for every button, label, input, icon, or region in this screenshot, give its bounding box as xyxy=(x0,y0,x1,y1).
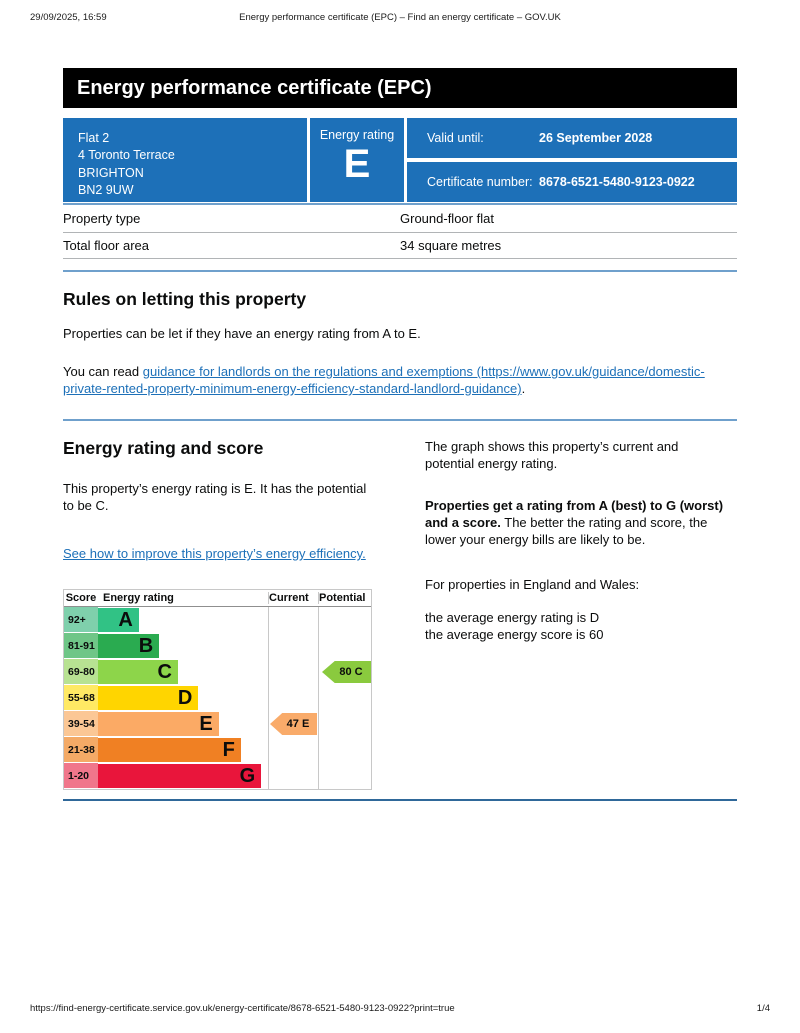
england-wales-paragraph: For properties in England and Wales: xyxy=(425,577,640,592)
address-line-3: BRIGHTON xyxy=(78,165,144,180)
page-title: Energy performance certificate (EPC) xyxy=(77,76,432,99)
score-range-g: 1-20 xyxy=(64,763,98,789)
guidance-suffix: . xyxy=(521,381,526,396)
rules-heading: Rules on letting this property xyxy=(63,289,307,309)
property-type-value: Ground-floor flat xyxy=(400,211,494,226)
certificate-number-label: Certificate number: xyxy=(427,175,533,189)
floor-area-value: 34 square metres xyxy=(400,238,502,253)
current-column-header: Current xyxy=(268,592,318,604)
band-row-e: 39-54 E 47 E xyxy=(64,711,371,737)
band-bar-c: C xyxy=(98,660,178,684)
score-range-c: 69-80 xyxy=(64,659,98,685)
score-range-a: 92+ xyxy=(64,607,98,633)
energy-rating-badge: Energy rating E xyxy=(310,118,404,202)
rating-explainer-rest: The better the rating and score, the low… xyxy=(425,515,708,547)
band-bar-f: F xyxy=(98,738,241,762)
band-row-g: 1-20 G xyxy=(64,763,371,789)
score-range-d: 55-68 xyxy=(64,685,98,711)
address-line-2: 4 Toronto Terrace xyxy=(78,148,175,163)
energy-rating-label: Energy rating xyxy=(319,128,395,142)
print-datetime: 29/09/2025, 16:59 xyxy=(30,12,107,23)
rating-column-header: Energy rating xyxy=(103,592,174,604)
rating-left-column: Energy rating and score This property’s … xyxy=(63,438,395,790)
property-address: Flat 2 4 Toronto Terrace BRIGHTON BN2 9U… xyxy=(63,118,307,202)
property-type-label: Property type xyxy=(63,211,141,226)
certificate-content: Energy performance certificate (EPC) Fla… xyxy=(63,68,737,801)
browser-print-footer: https://find-energy-certificate.service.… xyxy=(30,1003,770,1014)
improve-paragraph: See how to improve this property’s energ… xyxy=(63,545,373,562)
valid-until-value: 26 September 2028 xyxy=(539,131,653,145)
chart-header-row: Score Energy rating Current Potential xyxy=(64,590,371,607)
energy-rating-chart: Score Energy rating Current Potential 92… xyxy=(63,589,372,790)
section-divider xyxy=(63,270,737,272)
browser-print-header: 29/09/2025, 16:59 Energy performance cer… xyxy=(0,12,800,23)
band-row-b: 81-91 B xyxy=(64,633,371,659)
property-details-table: Property type Ground-floor flat Total fl… xyxy=(63,203,737,259)
print-page-title: Energy performance certificate (EPC) – F… xyxy=(239,12,561,23)
floor-area-label: Total floor area xyxy=(63,238,149,253)
rating-explainer-paragraph: Properties get a rating from A (best) to… xyxy=(425,497,737,548)
score-range-f: 21-38 xyxy=(64,737,98,763)
address-line-1: Flat 2 xyxy=(78,131,110,145)
band-bar-b: B xyxy=(98,634,160,658)
band-bar-g: G xyxy=(98,764,262,788)
score-column-header: Score xyxy=(65,592,97,604)
improve-efficiency-link[interactable]: See how to improve this property’s energ… xyxy=(63,546,366,561)
rating-heading: Energy rating and score xyxy=(63,438,264,458)
guidance-paragraph: You can read guidance for landlords on t… xyxy=(63,363,737,397)
valid-until-box: Valid until: 26 September 2028 xyxy=(407,118,737,158)
graph-intro-paragraph: The graph shows this property’s current … xyxy=(425,439,679,471)
average-score-line: the average energy score is 60 xyxy=(425,627,604,642)
score-range-b: 81-91 xyxy=(64,633,98,659)
energy-rating-section: Energy rating and score This property’s … xyxy=(63,438,737,790)
current-rating-marker: 47 E xyxy=(270,713,317,735)
score-range-e: 39-54 xyxy=(64,711,98,737)
guidance-prefix: You can read xyxy=(63,364,143,379)
average-values: the average energy rating is D the avera… xyxy=(425,609,737,643)
rules-section: Rules on letting this property Propertie… xyxy=(63,289,737,397)
rating-explainer-bold: Properties get a rating from A (best) to… xyxy=(425,498,724,530)
landlord-guidance-link[interactable]: guidance for landlords on the regulation… xyxy=(63,364,705,396)
table-row: Property type Ground-floor flat xyxy=(63,205,737,233)
print-page-number: 1/4 xyxy=(756,1003,770,1014)
certificate-banner: Energy performance certificate (EPC) xyxy=(63,68,737,108)
band-row-f: 21-38 F xyxy=(64,737,371,763)
address-line-4: BN2 9UW xyxy=(78,182,134,197)
table-row: Total floor area 34 square metres xyxy=(63,233,737,259)
certificate-summary: Flat 2 4 Toronto Terrace BRIGHTON BN2 9U… xyxy=(63,118,737,202)
section-divider xyxy=(63,419,737,421)
potential-rating-marker: 80 C xyxy=(322,661,371,683)
band-row-d: 55-68 D xyxy=(64,685,371,711)
band-bar-a: A xyxy=(98,608,139,632)
certificate-number-value: 8678-6521-5480-9123-0922 xyxy=(539,175,695,189)
band-row-a: 92+ A xyxy=(64,607,371,633)
rating-right-column: The graph shows this property’s current … xyxy=(425,438,737,790)
validity-boxes: Valid until: 26 September 2028 Certifica… xyxy=(407,118,737,202)
valid-until-label: Valid until: xyxy=(427,131,484,145)
potential-column-header: Potential xyxy=(318,592,371,604)
average-rating-line: the average energy rating is D xyxy=(425,610,600,625)
print-url: https://find-energy-certificate.service.… xyxy=(30,1003,455,1014)
band-bar-e: E xyxy=(98,712,219,736)
energy-rating-value: E xyxy=(343,142,371,186)
band-bar-d: D xyxy=(98,686,199,710)
certificate-number-box: Certificate number: 8678-6521-5480-9123-… xyxy=(407,162,737,202)
rules-paragraph: Properties can be let if they have an en… xyxy=(63,326,421,341)
section-divider xyxy=(63,799,737,801)
band-row-c: 69-80 C 80 C xyxy=(64,659,371,685)
rating-summary-paragraph: This property’s energy rating is E. It h… xyxy=(63,481,367,513)
